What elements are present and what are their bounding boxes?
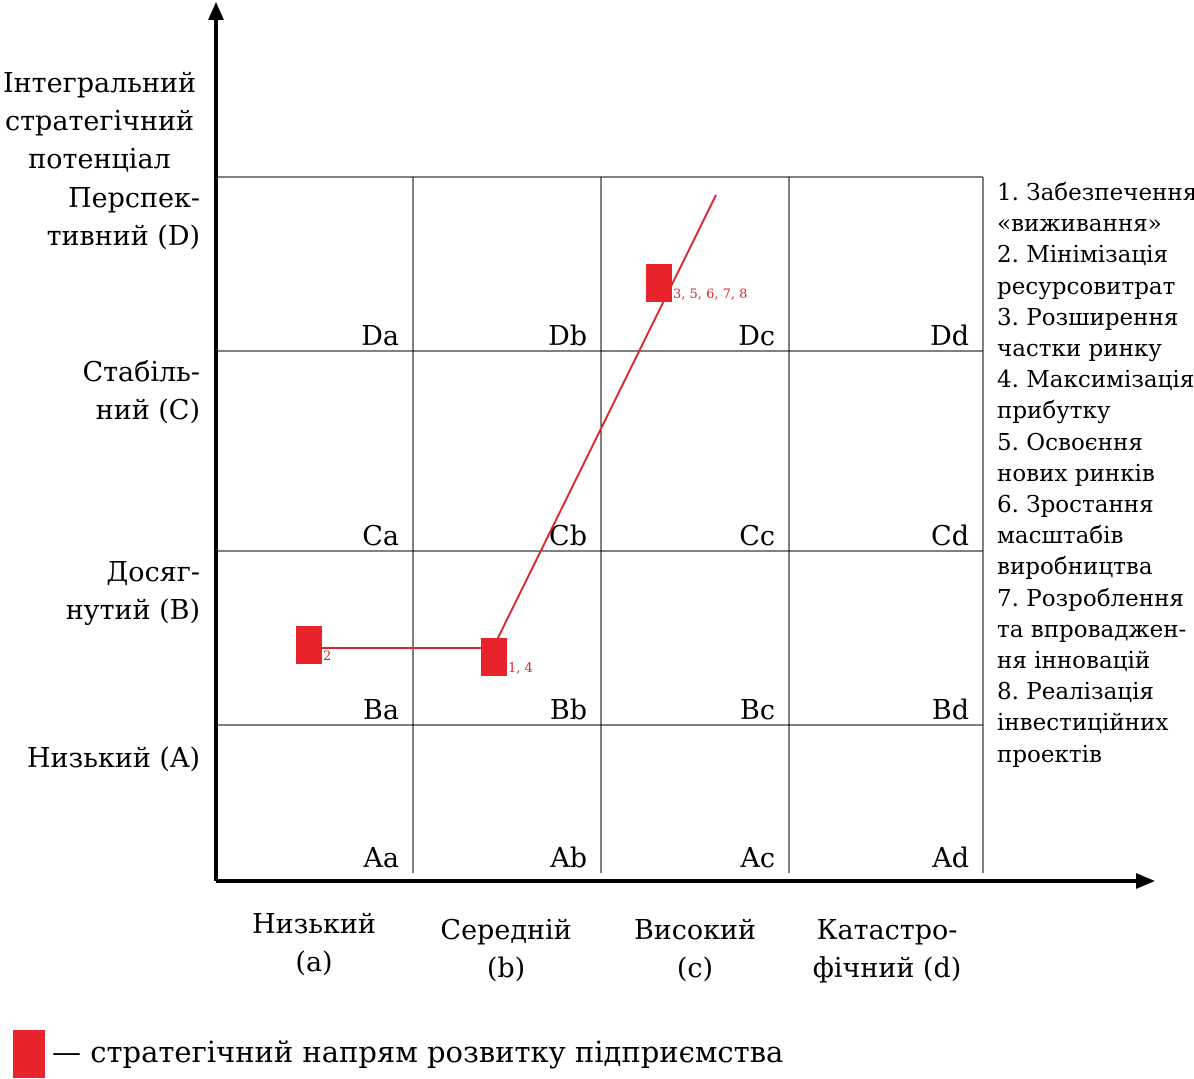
cell-label-Ab: Ab — [549, 843, 587, 874]
cell-label-Da: Da — [361, 321, 399, 352]
y-axis-arrow — [208, 2, 224, 20]
x-level-d: фічний (d) — [812, 953, 962, 984]
trajectory-segment — [491, 194, 717, 651]
marker-Dc — [646, 264, 672, 302]
cell-label-Ca: Ca — [362, 521, 399, 552]
direction-item-7: та впроваджен- — [997, 616, 1187, 643]
direction-item-8: інвестиційних — [997, 710, 1169, 737]
cell-label-Cc: Cc — [739, 521, 775, 552]
y-level-D: Перспек- — [68, 183, 200, 214]
direction-item-4: прибутку — [997, 398, 1111, 425]
direction-item-3: частки ринку — [997, 336, 1162, 362]
x-level-a: Низький — [252, 909, 376, 940]
direction-item-2: 2. Мінімізація — [997, 242, 1169, 269]
cell-label-Ac: Ac — [739, 843, 775, 874]
x-level-b: (b) — [486, 953, 526, 984]
direction-item-4: 4. Максимізація — [997, 367, 1194, 394]
marker-label-Bb: 1, 4 — [508, 661, 533, 676]
cell-label-Bd: Bd — [932, 695, 969, 726]
direction-item-6: виробництва — [997, 554, 1153, 581]
direction-item-1: 1. Забезпечення — [997, 180, 1194, 206]
marker-label-Ba: 2 — [323, 649, 331, 664]
y-axis-title-line: стратегічний — [5, 106, 194, 137]
direction-item-5: нових ринків — [997, 460, 1155, 487]
y-level-C: Стабіль- — [82, 357, 200, 388]
cell-label-Dd: Dd — [930, 321, 969, 352]
x-level-a: (a) — [295, 947, 333, 978]
cell-label-Aa: Aa — [362, 843, 399, 874]
cell-label-Ad: Ad — [931, 843, 969, 874]
y-axis-title-line: потенціал — [28, 144, 171, 175]
direction-item-3: 3. Розширення — [997, 304, 1179, 331]
cell-label-Bb: Bb — [550, 695, 587, 726]
direction-item-6: 6. Зростання — [997, 492, 1154, 518]
direction-item-7: ня інновацій — [997, 648, 1151, 674]
direction-item-6: масштабів — [997, 523, 1124, 550]
y-level-B: Досяг- — [106, 557, 200, 588]
y-level-D: тивний (D) — [46, 221, 200, 252]
cell-label-Cb: Cb — [549, 521, 587, 552]
cell-label-Cd: Cd — [931, 521, 969, 552]
direction-item-1: «виживання» — [997, 211, 1162, 238]
y-level-C: ний (C) — [95, 395, 200, 426]
cell-label-Dc: Dc — [738, 321, 775, 352]
cell-label-Db: Db — [548, 321, 587, 352]
x-level-d: Катастро- — [816, 915, 958, 946]
x-level-b: Середній — [440, 915, 572, 946]
cell-label-Ba: Ba — [363, 695, 399, 726]
direction-item-2: ресурсовитрат — [997, 273, 1176, 300]
x-axis-arrow — [1136, 873, 1155, 889]
direction-item-8: проектів — [997, 741, 1102, 768]
y-level-B: нутий (B) — [65, 595, 200, 626]
x-level-c: Високий — [633, 915, 757, 946]
y-axis-title-line: Інтегральний — [3, 68, 196, 99]
marker-label-Dc: 3, 5, 6, 7, 8 — [673, 287, 747, 302]
direction-item-5: 5. Освоєння — [997, 429, 1143, 456]
legend-key-text: — стратегічний напрям розвитку підприємс… — [52, 1035, 784, 1069]
direction-item-7: 7. Розроблення — [997, 585, 1184, 612]
marker-Bb — [481, 638, 507, 676]
marker-Ba — [296, 626, 322, 664]
direction-item-8: 8. Реалізація — [997, 679, 1154, 706]
cell-label-Bc: Bc — [740, 695, 775, 726]
y-level-A: Низький (A) — [27, 743, 200, 774]
legend-key-swatch — [13, 1030, 45, 1078]
x-level-c: (c) — [676, 953, 714, 984]
